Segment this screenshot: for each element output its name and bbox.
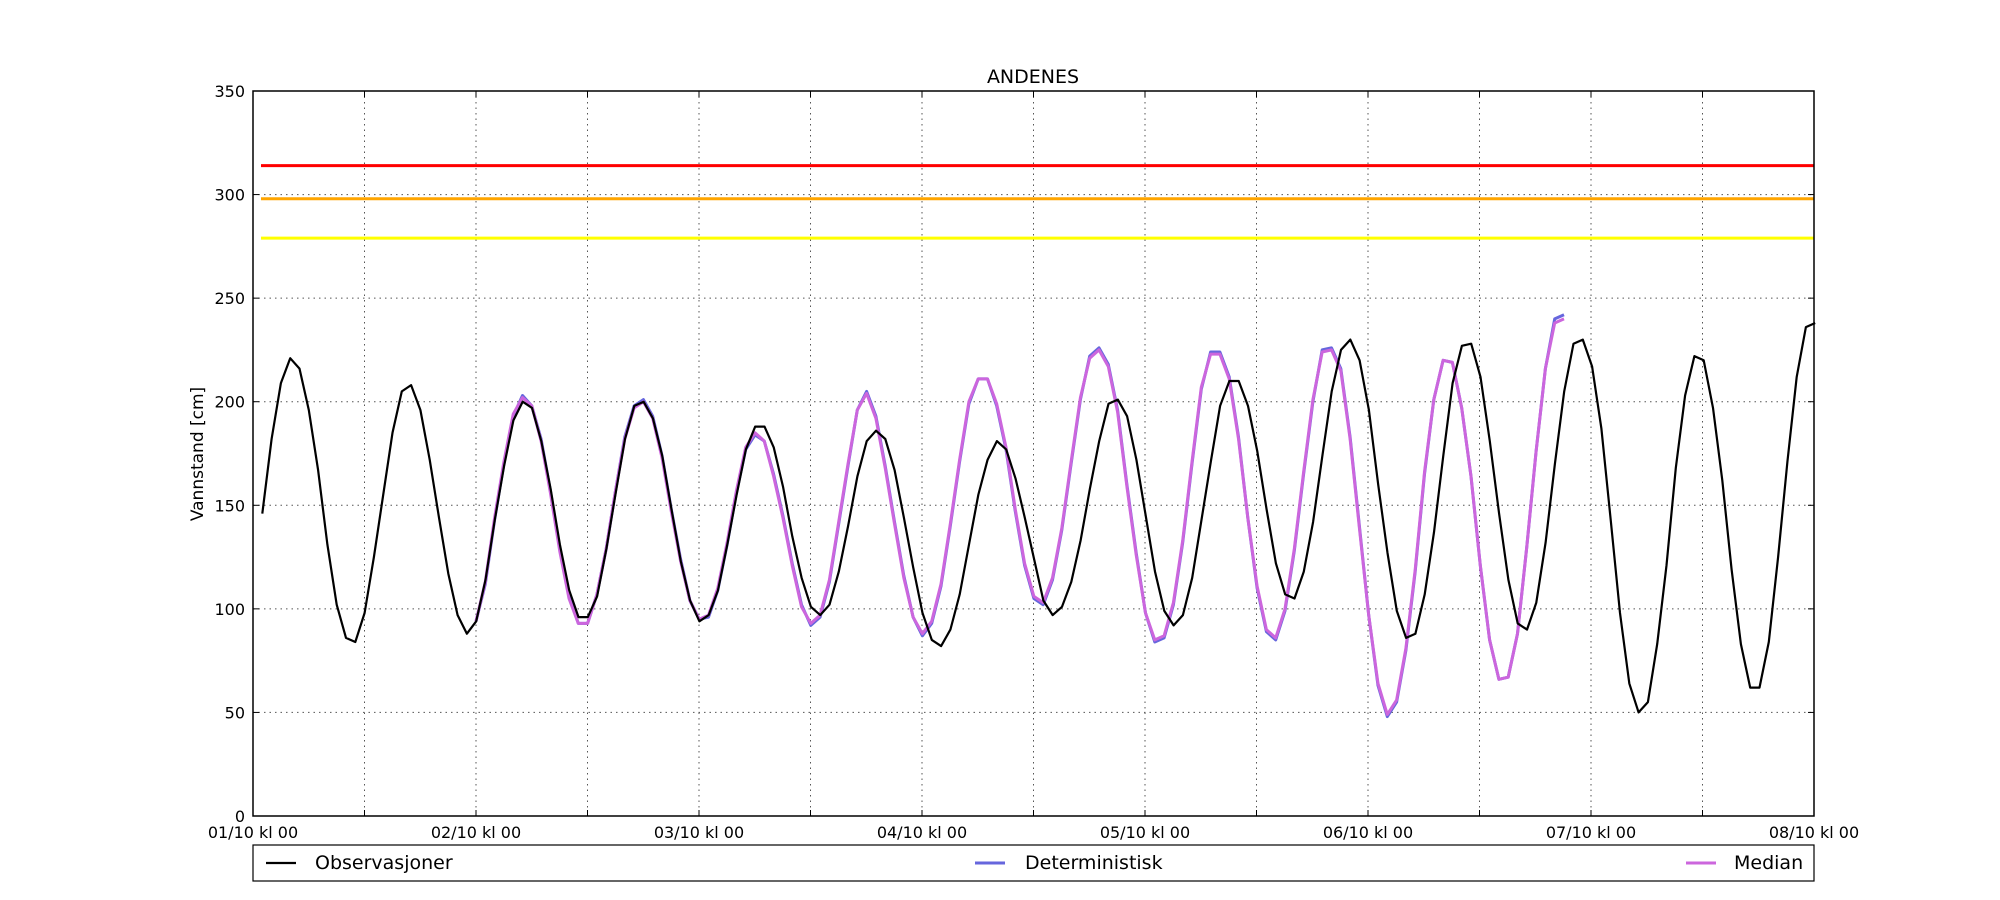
threshold-lines [261,164,1814,240]
x-tick-label: 05/10 kl 00 [1100,823,1190,842]
legend-frame [252,844,1815,882]
legend-label: Median [1734,852,1803,874]
y-tick-label: 50 [225,703,245,722]
series-line-median [474,317,1565,716]
chart-title: ANDENES [987,66,1079,88]
x-tick-label: 06/10 kl 00 [1323,823,1413,842]
legend-label: Observasjoner [315,852,453,874]
y-tick-label: 300 [214,186,245,205]
x-tick-label: 03/10 kl 00 [654,823,744,842]
series-line-observasjoner [261,321,1816,714]
x-axis: 01/10 kl 00 02/10 kl 00 03/10 kl 00 04/10 k… [208,91,1859,842]
x-tick-label: 02/10 kl 00 [431,823,521,842]
legend-label: Deterministisk [1025,852,1163,874]
y-tick-label: 150 [214,496,245,515]
y-axis-label: Vannstand [cm] [188,387,208,521]
x-tick-label: 07/10 kl 00 [1546,823,1636,842]
x-tick-label: 08/10 kl 00 [1769,823,1859,842]
series-lines [261,313,1816,719]
series-line-deterministisk [474,313,1565,719]
y-tick-label: 0 [235,807,245,826]
y-tick-label: 200 [214,393,245,412]
x-tick-label: 04/10 kl 00 [877,823,967,842]
y-tick-label: 100 [214,600,245,619]
legend: Observasjoner Deterministisk Median [252,844,1815,882]
x-tick-label: 01/10 kl 00 [208,823,298,842]
y-axis: 0 50 100 150 200 250 300 350 [214,82,1814,826]
y-tick-label: 350 [214,82,245,101]
y-tick-label: 250 [214,289,245,308]
